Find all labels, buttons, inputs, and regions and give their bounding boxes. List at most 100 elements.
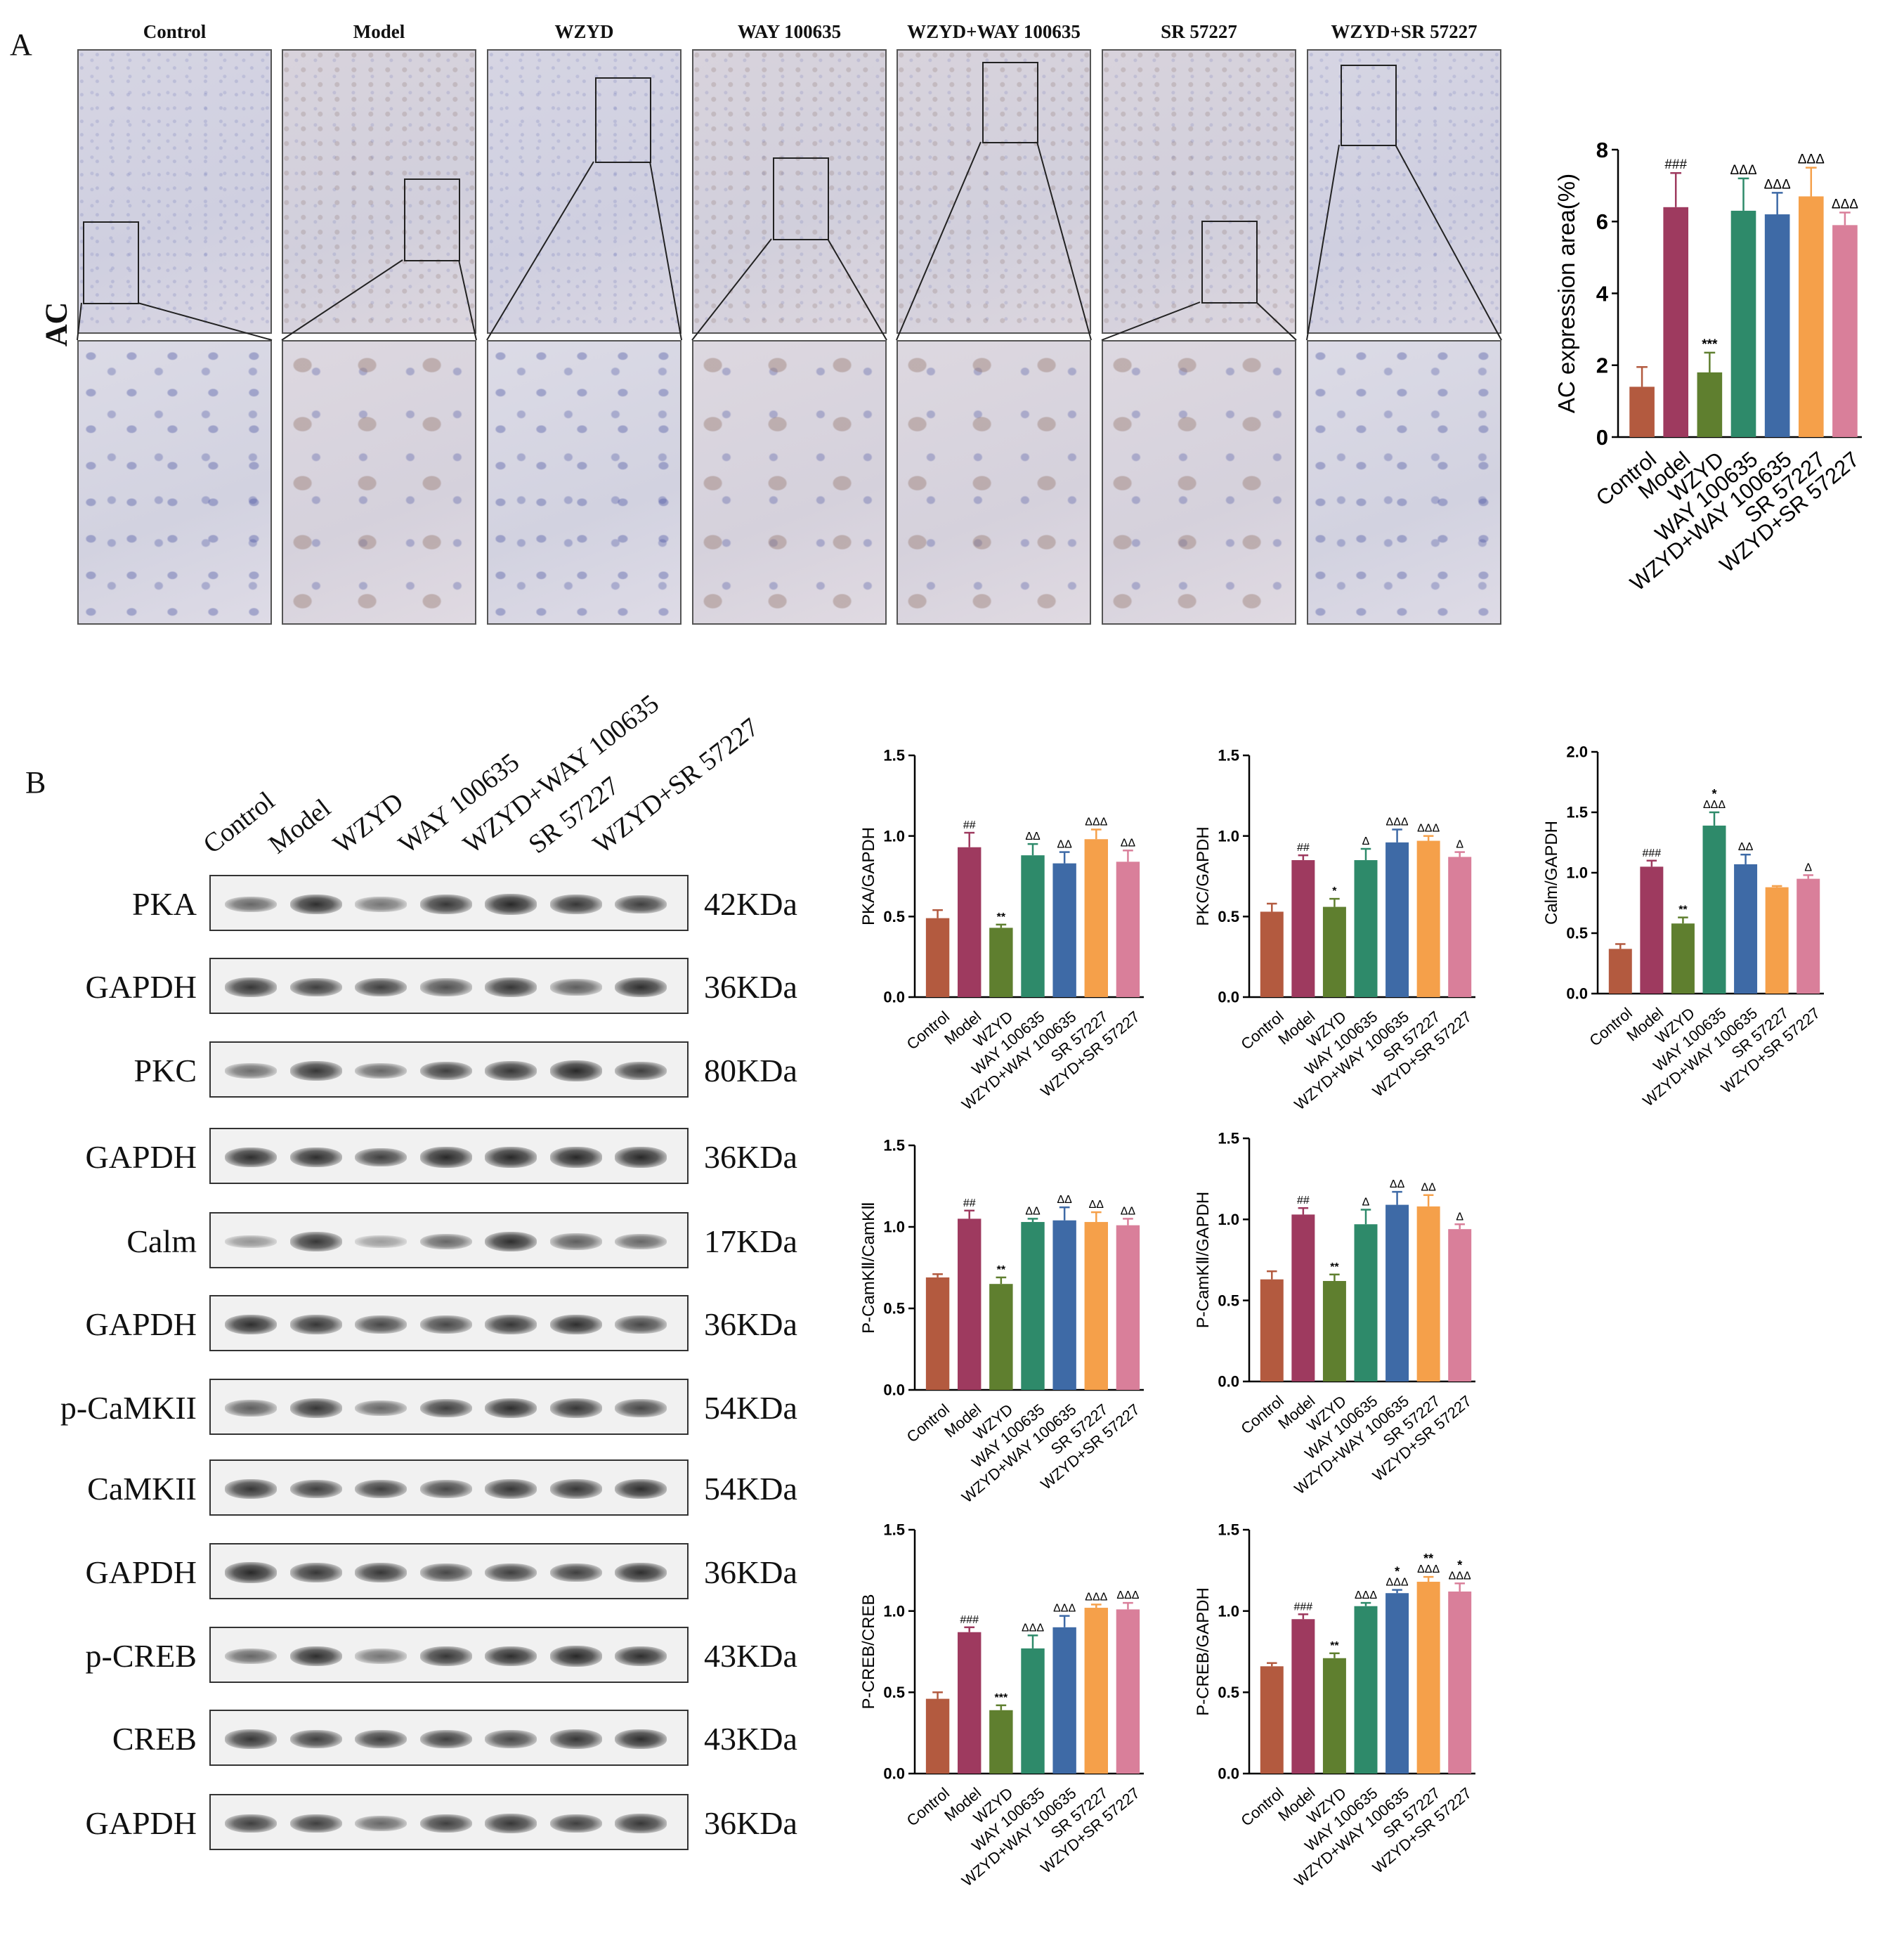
blot-band [355, 1815, 407, 1832]
roi-connector [649, 161, 682, 341]
roi-connector [827, 238, 887, 341]
blot-band [485, 894, 537, 915]
significance-label: Δ [1804, 861, 1812, 873]
bar [1116, 1609, 1140, 1774]
bar [1832, 225, 1858, 437]
significance-label: *** [995, 1692, 1008, 1704]
y-axis-label: P-CamKⅡ/CamKⅡ [859, 1202, 878, 1334]
ihc-group-header: WAY 100635 [737, 21, 842, 42]
blot-band [355, 1648, 407, 1664]
y-tick-label: 1.5 [883, 1521, 905, 1539]
bar [1291, 860, 1315, 997]
significance-label: ΔΔΔ [1355, 1589, 1377, 1601]
blot-band [355, 977, 407, 997]
blot-band [485, 1479, 537, 1499]
significance-label: ** [1330, 1261, 1339, 1273]
blot-band [355, 1563, 407, 1582]
blot-band [615, 895, 667, 914]
blot-molecular-weight: 17KDa [704, 1223, 797, 1259]
y-tick-label: 1.0 [883, 1218, 905, 1236]
significance-label: * [1395, 1565, 1400, 1579]
blot-band [419, 895, 472, 914]
blot-band [355, 897, 407, 912]
blot-band [289, 1315, 342, 1334]
significance-label: * [1457, 1558, 1462, 1572]
blot-band [485, 1814, 537, 1833]
bar [1671, 923, 1695, 994]
bar [1260, 1279, 1284, 1381]
bar [989, 1284, 1013, 1390]
significance-label: ΔΔ [1121, 1205, 1136, 1217]
bar [1448, 1229, 1472, 1381]
significance-label: ### [1643, 847, 1662, 859]
bar [1052, 1627, 1076, 1774]
blot-band [549, 979, 602, 996]
y-tick-label: 0.5 [883, 908, 905, 925]
blot-strip [209, 1128, 689, 1184]
roi-connector [486, 161, 594, 341]
blot-strip [209, 875, 689, 931]
significance-label: ** [997, 911, 1006, 923]
blot-band [549, 1479, 602, 1499]
blot-protein-label: Calm [126, 1223, 197, 1259]
blot-protein-label: p-CaMKII [60, 1390, 197, 1426]
blot-molecular-weight: 54KDa [704, 1471, 797, 1507]
bar [1084, 1222, 1108, 1390]
bar [925, 1277, 950, 1390]
blot-strip [209, 1710, 689, 1766]
blot-strip [209, 1794, 689, 1850]
blot-band [225, 1729, 277, 1749]
y-axis-label: P-CREB/CREB [859, 1594, 878, 1709]
blot-molecular-weight: 43KDa [704, 1638, 797, 1674]
blot-band [615, 1646, 667, 1667]
blot-band [549, 1314, 602, 1335]
blot-protein-label: CREB [112, 1721, 197, 1757]
blot-band [225, 896, 277, 913]
bar [1354, 1224, 1378, 1381]
y-tick-label: 1.5 [883, 747, 905, 765]
bar [1798, 196, 1824, 437]
y-tick-label: 0.0 [1218, 989, 1239, 1006]
blot-band [549, 1147, 602, 1168]
ihc-overview-image [282, 49, 476, 334]
ihc-overview-image [77, 49, 272, 334]
blot-band [289, 1479, 342, 1499]
y-tick-label: 1.0 [883, 1602, 905, 1620]
bar [1702, 825, 1726, 994]
blot-molecular-weight: 36KDa [704, 969, 797, 1005]
y-tick-label: 1.0 [1218, 1602, 1239, 1620]
bar [1629, 386, 1655, 437]
bar [1291, 1214, 1315, 1381]
y-axis-label: P-CREB/GAPDH [1194, 1587, 1213, 1716]
blot-band [225, 1400, 277, 1417]
ihc-group-header: WZYD+SR 57227 [1331, 21, 1478, 42]
bar [1322, 906, 1346, 997]
blot-band [615, 977, 667, 998]
roi-box [595, 77, 651, 163]
significance-label: ΔΔ [1738, 841, 1754, 853]
blot-band [225, 1648, 277, 1665]
blot-protein-label: GAPDH [85, 1139, 197, 1175]
bar [1260, 1666, 1284, 1774]
significance-label: ΔΔ [1025, 831, 1041, 843]
bar [1021, 1648, 1045, 1774]
y-tick-label: 2 [1596, 353, 1608, 378]
bar [1052, 863, 1076, 997]
blot-strip [209, 1459, 689, 1516]
significance-label: ** [997, 1264, 1006, 1276]
blot-strip [209, 1379, 689, 1435]
bar [1448, 1591, 1472, 1774]
significance-label: Δ [1456, 1211, 1463, 1223]
y-axis-label: Calm/GAPDH [1542, 821, 1561, 925]
blot-band [289, 894, 342, 915]
bar [1322, 1658, 1346, 1774]
bar [1260, 911, 1284, 997]
blot-band [289, 1398, 342, 1418]
ihc-group-header: Model [353, 21, 405, 42]
significance-label: * [1332, 885, 1337, 897]
panel-label-b: B [25, 765, 46, 800]
ihc-group-header: Control [143, 21, 207, 42]
blot-band [549, 1233, 602, 1250]
roi-connector [1306, 144, 1340, 341]
